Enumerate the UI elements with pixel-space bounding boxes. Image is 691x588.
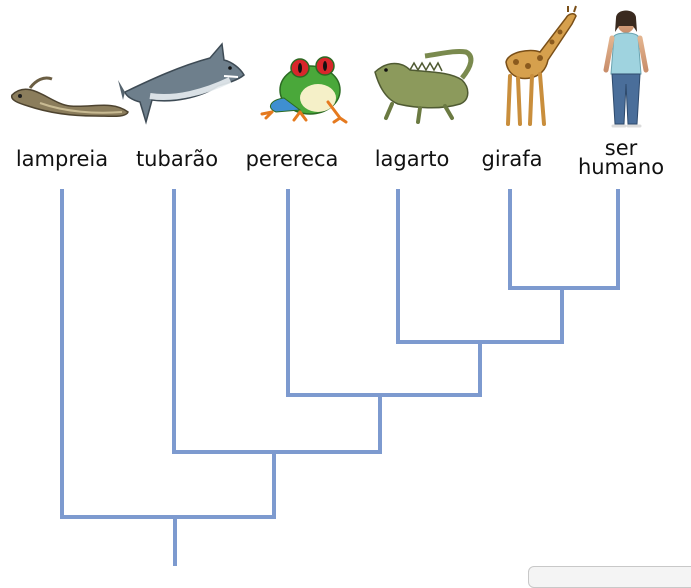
shark-icon: [118, 42, 245, 125]
label-tubarao: tubarão: [136, 147, 218, 171]
label-ser-humano-line1: ser: [605, 136, 638, 160]
human-icon: [603, 10, 649, 128]
cladogram: lampreia tubarão perereca lagarto girafa…: [10, 5, 664, 566]
label-perereca: perereca: [246, 147, 339, 171]
iguana-icon: [374, 49, 474, 124]
lamprey-icon: [10, 76, 129, 118]
label-ser-humano-line2: humano: [578, 155, 664, 179]
giraffe-icon: [505, 5, 577, 126]
label-girafa: girafa: [482, 147, 543, 171]
label-lagarto: lagarto: [375, 147, 450, 171]
tree-frog-icon: [260, 56, 348, 124]
corner-tab: [528, 566, 691, 588]
label-lampreia: lampreia: [16, 147, 108, 171]
cladogram-branches: [60, 189, 620, 566]
